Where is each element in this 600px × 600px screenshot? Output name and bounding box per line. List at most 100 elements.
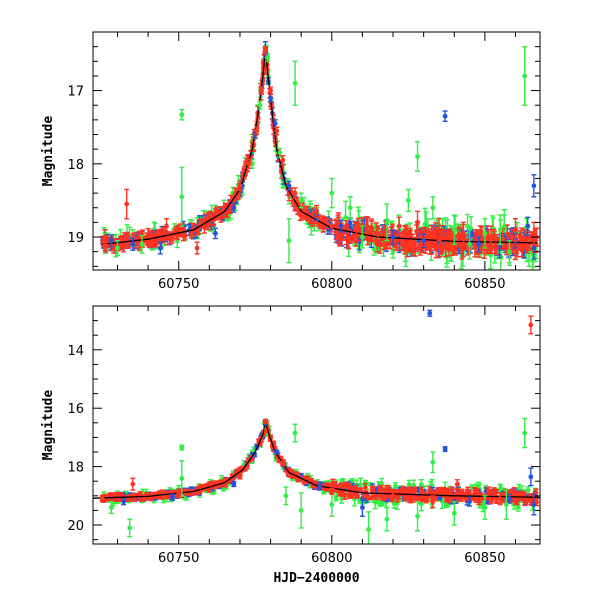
top-green-data-point — [179, 166, 185, 227]
bottom-red-data-point — [430, 495, 436, 509]
bottom-x-tick-label: 60750 — [158, 551, 199, 566]
top-x-tick-label: 60800 — [311, 277, 352, 292]
top-y-axis-label: Magnitude — [41, 116, 56, 187]
bottom-red-data-point — [486, 486, 492, 496]
bottom-blue-data-point — [170, 493, 176, 501]
top-red-data-point — [396, 216, 402, 236]
bottom-y-tick-label: 20 — [67, 519, 84, 534]
top-red-data-point — [194, 241, 200, 255]
bottom-green-data-point — [366, 511, 372, 544]
bottom-green-data-point — [503, 489, 509, 520]
bottom-red-data-point — [99, 495, 105, 503]
bottom-red-data-point — [342, 490, 348, 500]
top-green-data-point — [277, 147, 283, 158]
top-red-data-point — [375, 225, 381, 242]
bottom-red-data-point — [368, 495, 374, 501]
top-green-data-point — [286, 218, 292, 264]
bottom-red-data-point — [237, 474, 243, 480]
top-red-data-point — [102, 229, 108, 246]
top-blue-data-point — [212, 227, 218, 240]
top-panel-marks — [99, 41, 540, 270]
top-green-data-point — [257, 100, 263, 110]
top-red-data-point — [314, 204, 319, 218]
top-panel: 60750 60800 60850 17 18 19 Magnitude — [41, 31, 541, 292]
top-red-data-point — [262, 45, 268, 55]
bottom-red-data-point — [488, 498, 494, 505]
top-green-data-point — [359, 225, 365, 249]
top-green-data-point — [265, 53, 271, 62]
bottom-red-data-point — [528, 315, 534, 335]
bottom-green-data-point — [179, 444, 185, 451]
top-blue-data-point — [231, 202, 237, 213]
top-red-data-point — [280, 155, 286, 166]
bottom-blue-data-point — [528, 467, 534, 487]
bottom-y-axis-label: Magnitude — [41, 390, 56, 461]
bottom-x-tick-label: 60850 — [464, 551, 505, 566]
top-y-tick-label: 17 — [67, 85, 84, 100]
top-red-data-point — [513, 218, 519, 242]
bottom-red-data-point — [418, 486, 424, 494]
top-green-data-point — [347, 196, 353, 220]
top-red-data-point — [146, 235, 152, 248]
top-red-data-point — [329, 219, 335, 233]
bottom-y-tick-label: 18 — [67, 461, 84, 476]
top-red-data-point — [237, 180, 243, 191]
top-green-data-point — [405, 188, 411, 213]
bottom-blue-data-point — [442, 446, 448, 453]
bottom-red-data-point — [130, 477, 136, 491]
top-blue-data-point — [525, 216, 531, 236]
top-green-data-point — [384, 203, 390, 242]
bottom-red-data-point — [412, 486, 418, 494]
top-green-data-point — [179, 108, 185, 121]
top-red-data-point — [460, 221, 466, 246]
top-blue-data-point — [338, 219, 344, 233]
bottom-blue-data-point — [317, 483, 323, 491]
top-green-data-point — [415, 141, 421, 172]
top-red-data-point — [274, 126, 280, 136]
bottom-y-tick-label: 16 — [67, 402, 84, 417]
top-model-curve — [102, 50, 537, 246]
bottom-red-data-point — [127, 493, 133, 499]
bottom-panel-frame — [92, 305, 541, 545]
top-red-data-point — [308, 212, 314, 224]
bottom-panel: 60750 60800 60850 14 16 18 20 Magnitude HJD−24… — [41, 305, 541, 586]
top-red-data-point — [254, 126, 260, 136]
bottom-red-data-point — [362, 482, 368, 493]
bottom-green-data-point — [482, 495, 488, 520]
top-x-tick-label: 60850 — [464, 277, 505, 292]
bottom-red-data-point — [382, 495, 388, 501]
bottom-red-data-point — [404, 494, 410, 501]
top-red-data-point — [437, 236, 443, 258]
bottom-red-data-point — [194, 490, 200, 496]
top-red-data-point — [163, 218, 169, 235]
top-red-data-point — [195, 224, 201, 235]
bottom-y-tick-label: 14 — [67, 344, 84, 359]
bottom-blue-data-point — [274, 449, 280, 455]
top-red-data-point — [455, 227, 461, 245]
bottom-red-data-point — [138, 495, 144, 500]
x-axis-label: HJD−2400000 — [273, 571, 359, 586]
bottom-x-tick-label: 60800 — [311, 551, 352, 566]
bottom-red-data-point — [460, 491, 466, 497]
bottom-green-data-point — [333, 495, 339, 502]
top-red-data-point — [415, 210, 421, 235]
top-blue-data-point — [421, 233, 427, 248]
top-red-data-point — [491, 228, 497, 245]
top-green-data-point — [298, 192, 304, 209]
bottom-green-data-point — [292, 423, 298, 443]
bottom-panel-ticks: 60750 60800 60850 14 16 18 20 — [67, 305, 540, 566]
top-green-data-point — [430, 196, 436, 220]
bottom-red-data-point — [466, 490, 472, 496]
top-green-data-point — [114, 240, 120, 257]
bottom-red-data-point — [497, 492, 503, 506]
top-green-data-point — [139, 234, 145, 254]
top-blue-data-point — [442, 110, 448, 123]
top-x-tick-label: 60750 — [158, 277, 199, 292]
top-green-data-point — [506, 240, 512, 264]
bottom-green-data-point — [179, 460, 185, 497]
top-red-data-point — [404, 235, 410, 258]
bottom-panel-marks — [93, 309, 540, 544]
top-blue-data-point — [286, 180, 292, 191]
bottom-red-data-point — [132, 496, 138, 503]
top-green-data-point — [329, 177, 335, 209]
